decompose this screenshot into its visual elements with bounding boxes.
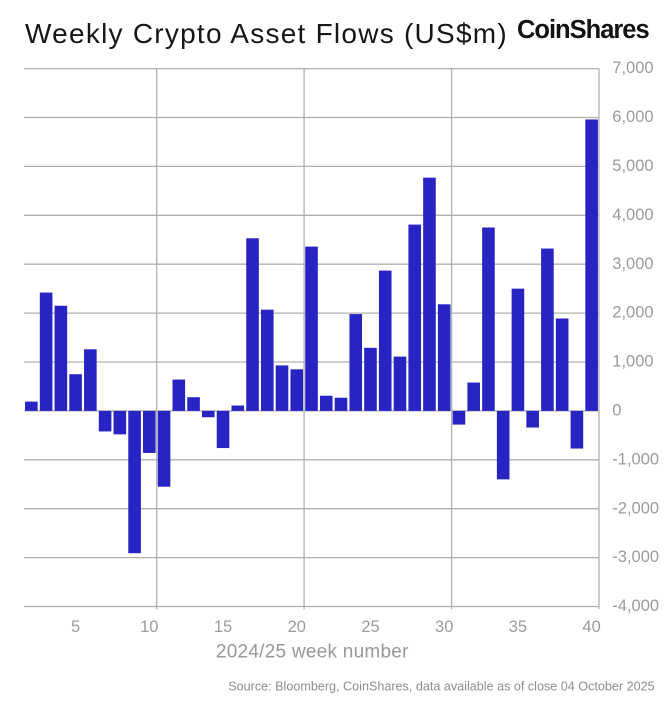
svg-text:0: 0 — [612, 402, 621, 420]
svg-text:Source: Bloomberg, CoinShares,: Source: Bloomberg, CoinShares, data avai… — [228, 680, 654, 694]
svg-text:15: 15 — [214, 618, 232, 636]
svg-text:10: 10 — [140, 618, 158, 636]
svg-text:5,000: 5,000 — [612, 157, 653, 175]
svg-text:7,000: 7,000 — [612, 59, 653, 77]
svg-text:-3,000: -3,000 — [612, 548, 659, 566]
svg-text:-4,000: -4,000 — [612, 597, 659, 615]
svg-text:Weekly Crypto Asset Flows (US$: Weekly Crypto Asset Flows (US$m) — [25, 18, 508, 49]
svg-text:-2,000: -2,000 — [612, 499, 659, 517]
svg-text:2,000: 2,000 — [612, 304, 653, 322]
svg-text:20: 20 — [288, 618, 306, 636]
svg-text:35: 35 — [509, 618, 527, 636]
svg-text:30: 30 — [435, 618, 453, 636]
svg-text:5: 5 — [71, 618, 80, 636]
svg-text:4,000: 4,000 — [612, 206, 653, 224]
svg-text:CoinShares: CoinShares — [517, 16, 650, 44]
svg-text:6,000: 6,000 — [612, 108, 653, 126]
svg-text:3,000: 3,000 — [612, 255, 653, 273]
svg-text:-1,000: -1,000 — [612, 450, 659, 468]
svg-text:25: 25 — [361, 618, 379, 636]
svg-text:40: 40 — [582, 618, 600, 636]
svg-text:2024/25 week number: 2024/25 week number — [216, 642, 409, 663]
svg-text:1,000: 1,000 — [612, 353, 653, 371]
